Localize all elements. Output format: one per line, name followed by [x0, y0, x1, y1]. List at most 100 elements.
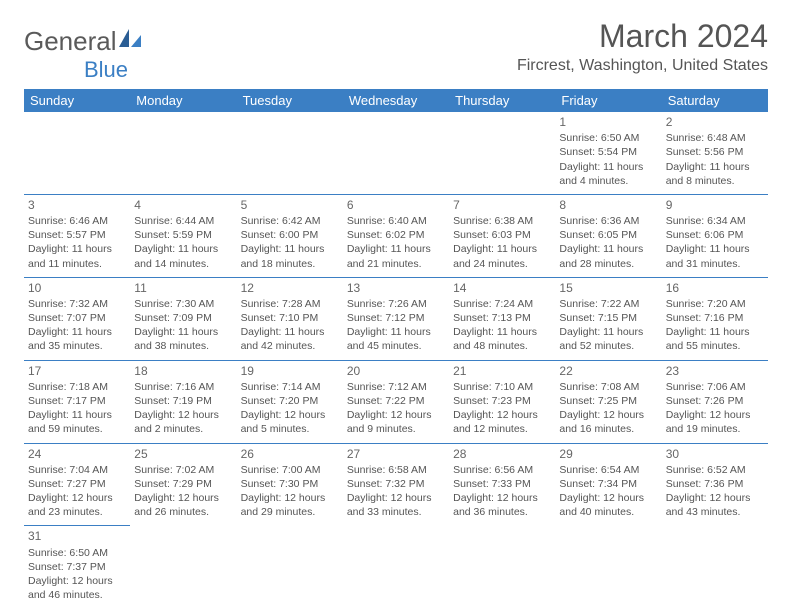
daylight-text: Daylight: 11 hours [559, 325, 657, 339]
location-text: Fircrest, Washington, United States [517, 57, 768, 75]
daylight-text: Daylight: 11 hours [666, 160, 764, 174]
day-number: 29 [559, 446, 657, 462]
sunset-text: Sunset: 7:36 PM [666, 477, 764, 491]
calendar-empty [237, 526, 343, 608]
daylight-text: and 43 minutes. [666, 505, 764, 519]
calendar-table: SundayMondayTuesdayWednesdayThursdayFrid… [24, 89, 768, 608]
daylight-text: and 46 minutes. [28, 588, 126, 602]
sunset-text: Sunset: 7:09 PM [134, 311, 232, 325]
sunrise-text: Sunrise: 6:50 AM [559, 131, 657, 145]
day-number: 11 [134, 280, 232, 296]
calendar-day: 13Sunrise: 7:26 AMSunset: 7:12 PMDayligh… [343, 277, 449, 360]
daylight-text: Daylight: 11 hours [134, 242, 232, 256]
title-block: March 2024 Fircrest, Washington, United … [517, 18, 768, 75]
sunrise-text: Sunrise: 7:12 AM [347, 380, 445, 394]
day-number: 18 [134, 363, 232, 379]
daylight-text: Daylight: 11 hours [559, 242, 657, 256]
calendar-day: 29Sunrise: 6:54 AMSunset: 7:34 PMDayligh… [555, 443, 661, 526]
sunrise-text: Sunrise: 7:18 AM [28, 380, 126, 394]
logo-text-2: Blue [84, 57, 128, 82]
daylight-text: and 45 minutes. [347, 339, 445, 353]
daylight-text: and 29 minutes. [241, 505, 339, 519]
sunset-text: Sunset: 7:17 PM [28, 394, 126, 408]
sunset-text: Sunset: 5:57 PM [28, 228, 126, 242]
calendar-empty [555, 526, 661, 608]
daylight-text: and 5 minutes. [241, 422, 339, 436]
calendar-day: 17Sunrise: 7:18 AMSunset: 7:17 PMDayligh… [24, 360, 130, 443]
sunrise-text: Sunrise: 7:06 AM [666, 380, 764, 394]
day-number: 9 [666, 197, 764, 213]
calendar-empty [449, 526, 555, 608]
daylight-text: Daylight: 11 hours [347, 242, 445, 256]
daylight-text: and 33 minutes. [347, 505, 445, 519]
weekday-header: Tuesday [237, 89, 343, 112]
day-number: 17 [28, 363, 126, 379]
day-number: 3 [28, 197, 126, 213]
sunset-text: Sunset: 7:12 PM [347, 311, 445, 325]
daylight-text: Daylight: 12 hours [666, 408, 764, 422]
calendar-empty [449, 112, 555, 194]
daylight-text: Daylight: 11 hours [666, 242, 764, 256]
day-number: 20 [347, 363, 445, 379]
day-number: 6 [347, 197, 445, 213]
calendar-day: 7Sunrise: 6:38 AMSunset: 6:03 PMDaylight… [449, 194, 555, 277]
daylight-text: and 16 minutes. [559, 422, 657, 436]
sunset-text: Sunset: 6:03 PM [453, 228, 551, 242]
calendar-empty [343, 526, 449, 608]
day-number: 2 [666, 114, 764, 130]
calendar-day: 26Sunrise: 7:00 AMSunset: 7:30 PMDayligh… [237, 443, 343, 526]
day-number: 15 [559, 280, 657, 296]
day-number: 16 [666, 280, 764, 296]
sunrise-text: Sunrise: 6:54 AM [559, 463, 657, 477]
daylight-text: Daylight: 12 hours [559, 491, 657, 505]
calendar-week: 24Sunrise: 7:04 AMSunset: 7:27 PMDayligh… [24, 443, 768, 526]
sunset-text: Sunset: 7:19 PM [134, 394, 232, 408]
sunrise-text: Sunrise: 7:14 AM [241, 380, 339, 394]
daylight-text: Daylight: 12 hours [28, 491, 126, 505]
daylight-text: and 19 minutes. [666, 422, 764, 436]
sunrise-text: Sunrise: 6:44 AM [134, 214, 232, 228]
daylight-text: and 42 minutes. [241, 339, 339, 353]
daylight-text: and 18 minutes. [241, 257, 339, 271]
sunset-text: Sunset: 5:59 PM [134, 228, 232, 242]
daylight-text: Daylight: 11 hours [28, 242, 126, 256]
daylight-text: and 12 minutes. [453, 422, 551, 436]
sunrise-text: Sunrise: 7:04 AM [28, 463, 126, 477]
calendar-day: 25Sunrise: 7:02 AMSunset: 7:29 PMDayligh… [130, 443, 236, 526]
logo-sail-icon [119, 29, 141, 54]
sunset-text: Sunset: 7:30 PM [241, 477, 339, 491]
daylight-text: and 28 minutes. [559, 257, 657, 271]
calendar-empty [237, 112, 343, 194]
calendar-day: 28Sunrise: 6:56 AMSunset: 7:33 PMDayligh… [449, 443, 555, 526]
calendar-day: 20Sunrise: 7:12 AMSunset: 7:22 PMDayligh… [343, 360, 449, 443]
day-number: 21 [453, 363, 551, 379]
weekday-header: Saturday [662, 89, 768, 112]
calendar-empty [662, 526, 768, 608]
sunset-text: Sunset: 7:20 PM [241, 394, 339, 408]
sunrise-text: Sunrise: 6:46 AM [28, 214, 126, 228]
weekday-header: Monday [130, 89, 236, 112]
weekday-header: Thursday [449, 89, 555, 112]
calendar-day: 6Sunrise: 6:40 AMSunset: 6:02 PMDaylight… [343, 194, 449, 277]
sunset-text: Sunset: 7:25 PM [559, 394, 657, 408]
daylight-text: and 9 minutes. [347, 422, 445, 436]
daylight-text: and 14 minutes. [134, 257, 232, 271]
sunrise-text: Sunrise: 6:52 AM [666, 463, 764, 477]
calendar-body: 1Sunrise: 6:50 AMSunset: 5:54 PMDaylight… [24, 112, 768, 608]
sunset-text: Sunset: 7:32 PM [347, 477, 445, 491]
calendar-day: 5Sunrise: 6:42 AMSunset: 6:00 PMDaylight… [237, 194, 343, 277]
sunset-text: Sunset: 7:29 PM [134, 477, 232, 491]
weekday-header: Wednesday [343, 89, 449, 112]
day-number: 10 [28, 280, 126, 296]
sunrise-text: Sunrise: 6:48 AM [666, 131, 764, 145]
daylight-text: Daylight: 11 hours [666, 325, 764, 339]
daylight-text: Daylight: 12 hours [666, 491, 764, 505]
sunset-text: Sunset: 7:16 PM [666, 311, 764, 325]
day-number: 1 [559, 114, 657, 130]
calendar-week: 1Sunrise: 6:50 AMSunset: 5:54 PMDaylight… [24, 112, 768, 194]
daylight-text: Daylight: 11 hours [347, 325, 445, 339]
day-number: 5 [241, 197, 339, 213]
daylight-text: and 52 minutes. [559, 339, 657, 353]
daylight-text: and 55 minutes. [666, 339, 764, 353]
sunrise-text: Sunrise: 7:32 AM [28, 297, 126, 311]
